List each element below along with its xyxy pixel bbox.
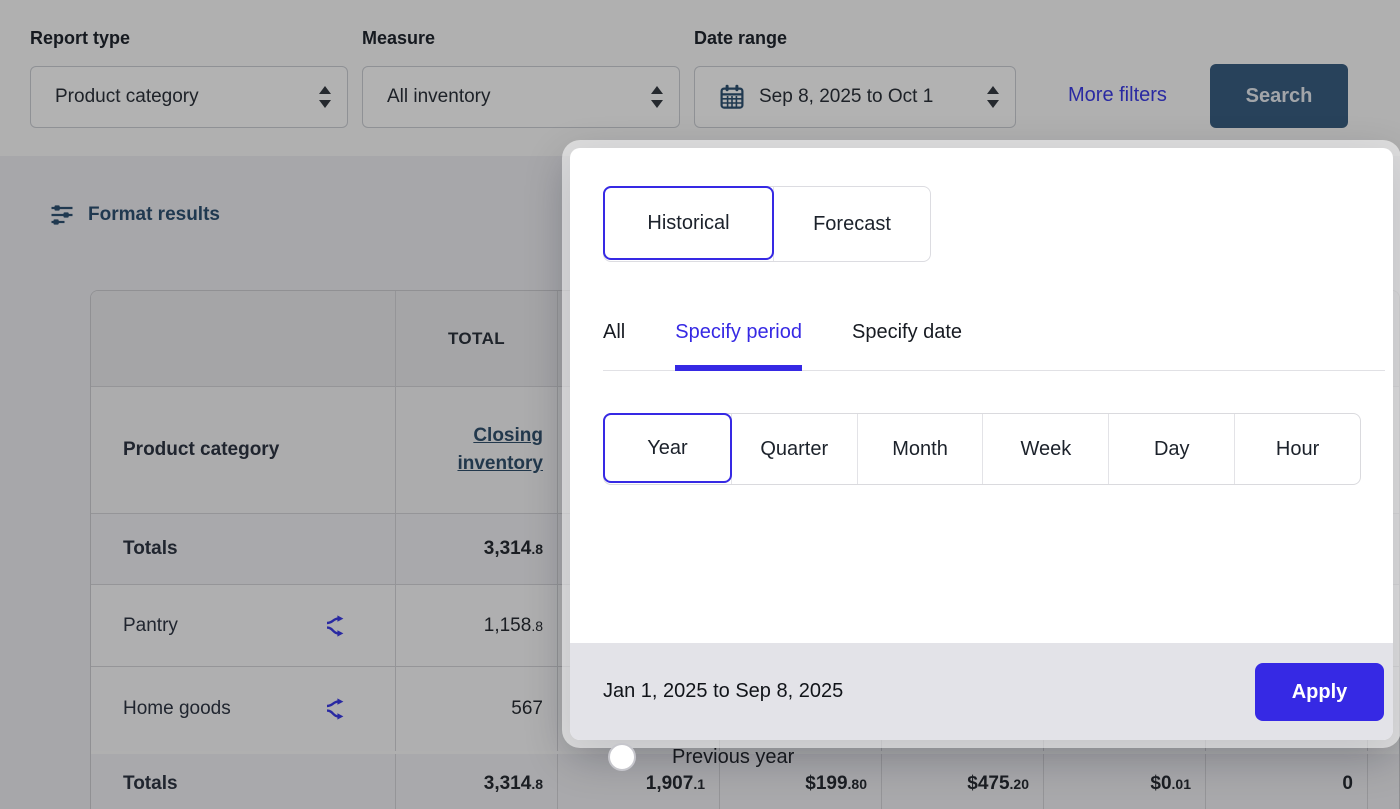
- stepper-icon[interactable]: [319, 86, 331, 108]
- report-type-label: Report type: [30, 28, 131, 48]
- tab-all[interactable]: All: [603, 321, 626, 343]
- sliders-icon: [50, 203, 74, 227]
- cell-value: $0.01: [1044, 754, 1206, 809]
- cell-value: $475.20: [882, 754, 1044, 809]
- row-label: Totals: [91, 754, 396, 809]
- cell-value: 3,314.8: [396, 754, 558, 809]
- row-label: Pantry: [123, 614, 178, 636]
- week-button[interactable]: Week: [982, 414, 1109, 484]
- cell-value: $199.80: [720, 754, 882, 809]
- tab-specify-period[interactable]: Specify period: [675, 310, 802, 371]
- cell-value: 1,907.1: [558, 754, 720, 809]
- cell-value: 0: [1206, 754, 1368, 809]
- calendar-icon: [719, 84, 745, 110]
- closing-inventory-sort[interactable]: Closing inventory: [396, 387, 558, 513]
- period-tabs: All Specify period Specify date: [603, 310, 1385, 371]
- apply-button[interactable]: Apply: [1255, 663, 1384, 721]
- closing-inventory-link-line2[interactable]: inventory: [457, 453, 543, 474]
- measure-select[interactable]: All inventory: [362, 66, 680, 128]
- report-type-select[interactable]: Product category: [30, 66, 348, 128]
- selected-range-text: Jan 1, 2025 to Sep 8, 2025: [603, 680, 844, 702]
- closing-inventory-link-line1[interactable]: Closing: [473, 425, 543, 447]
- cell-value: 1,158.8: [396, 585, 558, 666]
- more-filters-link[interactable]: More filters: [1068, 84, 1167, 106]
- column-header-total: TOTAL: [396, 291, 558, 386]
- pivot-swap-icon[interactable]: [323, 697, 347, 721]
- report-type-value: Product category: [55, 86, 199, 107]
- row-label: Home goods: [123, 698, 231, 719]
- stepper-icon[interactable]: [651, 86, 663, 108]
- date-range-label: Date range: [694, 28, 788, 48]
- popover-footer: Jan 1, 2025 to Sep 8, 2025 Apply: [570, 643, 1393, 740]
- row-label: Totals: [91, 514, 396, 584]
- hour-button[interactable]: Hour: [1234, 414, 1360, 484]
- mode-toggle: Historical Forecast: [603, 186, 931, 262]
- date-range-select[interactable]: Sep 8, 2025 to Oct 1: [694, 66, 1016, 128]
- measure-value: All inventory: [387, 86, 491, 107]
- format-results-button[interactable]: Format results: [50, 203, 220, 227]
- forecast-button[interactable]: Forecast: [773, 187, 930, 261]
- historical-button[interactable]: Historical: [603, 186, 774, 260]
- row-header-product-category: Product category: [91, 387, 396, 513]
- filter-bar: Report type Product category Measure All…: [0, 0, 1400, 156]
- search-button[interactable]: Search: [1210, 64, 1348, 128]
- day-button[interactable]: Day: [1108, 414, 1235, 484]
- tab-specify-date[interactable]: Specify date: [851, 321, 963, 343]
- stepper-icon[interactable]: [987, 86, 999, 108]
- pivot-swap-icon[interactable]: [323, 614, 347, 638]
- radio-unselected-icon[interactable]: [608, 743, 636, 771]
- radio-previous-year[interactable]: Previous year: [608, 743, 794, 771]
- year-button[interactable]: Year: [603, 413, 732, 483]
- measure-label: Measure: [362, 28, 436, 48]
- cell-value: 3,314.8: [396, 514, 558, 584]
- month-button[interactable]: Month: [856, 414, 983, 484]
- radio-label: Previous year: [672, 745, 795, 768]
- quarter-button[interactable]: Quarter: [730, 414, 857, 484]
- format-results-label: Format results: [88, 204, 220, 225]
- date-range-value: Sep 8, 2025 to Oct 1: [759, 86, 934, 107]
- period-granularity-group: Year Quarter Month Week Day Hour: [603, 413, 1361, 485]
- cell-value: 567: [396, 667, 558, 751]
- date-range-popover: Historical Forecast All Specify period S…: [570, 148, 1393, 771]
- table-row-totals-bottom: Totals 3,314.8 1,907.1 $199.80 $475.20 $…: [91, 751, 1399, 809]
